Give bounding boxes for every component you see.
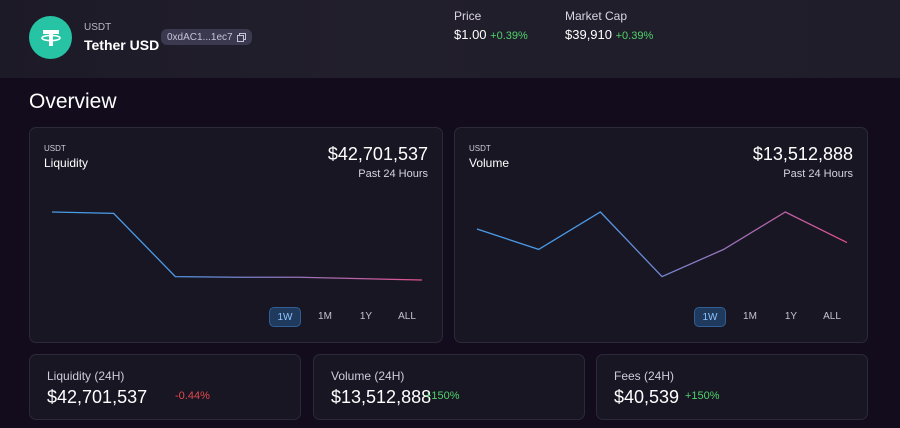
range-1m-button[interactable]: 1M bbox=[318, 310, 332, 322]
range-all-button[interactable]: ALL bbox=[398, 310, 416, 322]
range-1y-button[interactable]: 1Y bbox=[784, 310, 798, 322]
range-1y-button[interactable]: 1Y bbox=[359, 310, 373, 322]
range-selector: 1W 1M 1Y ALL bbox=[687, 307, 849, 327]
market-cap-amount: $39,910 bbox=[565, 27, 612, 42]
price-change: +0.39% bbox=[490, 30, 528, 42]
card-title: Volume bbox=[469, 156, 510, 170]
summary-change: -0.44% bbox=[175, 390, 210, 402]
token-address: 0xdAC1...1ec7 bbox=[167, 31, 233, 43]
range-1m-button[interactable]: 1M bbox=[743, 310, 757, 322]
liquidity-summary-card: Liquidity (24H) $42,701,537 -0.44% bbox=[29, 354, 301, 420]
volume-summary-card: Volume (24H) $13,512,888 +150% bbox=[313, 354, 585, 420]
chart-series-line bbox=[476, 211, 848, 278]
volume-chart bbox=[476, 211, 848, 278]
summary-label: Volume (24H) bbox=[331, 369, 405, 383]
card-period: Past 24 Hours bbox=[783, 168, 853, 180]
liquidity-card: USDT Liquidity $42,701,537 Past 24 Hours… bbox=[29, 127, 443, 343]
range-selector: 1W 1M 1Y ALL bbox=[262, 307, 424, 327]
summary-value: $42,701,537 bbox=[47, 387, 148, 407]
tether-logo-icon bbox=[29, 16, 72, 59]
card-title: Liquidity bbox=[44, 156, 89, 170]
token-header: USDT Tether USD 0xdAC1...1ec7 Price $1.0… bbox=[0, 0, 900, 78]
card-symbol: USDT bbox=[44, 144, 66, 153]
token-symbol: USDT bbox=[84, 22, 112, 33]
price-value: $1.00 +0.39% bbox=[454, 27, 528, 42]
token-name: Tether USD bbox=[84, 37, 160, 53]
price-amount: $1.00 bbox=[454, 27, 487, 42]
overview-title: Overview bbox=[29, 90, 117, 113]
summary-value: $13,512,888 bbox=[331, 387, 432, 407]
volume-card: USDT Volume $13,512,888 Past 24 Hours 1W… bbox=[454, 127, 868, 343]
summary-label: Liquidity (24H) bbox=[47, 369, 125, 383]
summary-label: Fees (24H) bbox=[614, 369, 675, 383]
liquidity-chart bbox=[51, 211, 423, 281]
summary-change: +150% bbox=[425, 390, 460, 402]
range-1w-button[interactable]: 1W bbox=[694, 307, 726, 327]
card-period: Past 24 Hours bbox=[358, 168, 428, 180]
fees-summary-card: Fees (24H) $40,539 +150% bbox=[596, 354, 868, 420]
chart-series-line bbox=[51, 211, 423, 281]
card-symbol: USDT bbox=[469, 144, 491, 153]
copy-icon bbox=[236, 32, 246, 42]
market-cap-label: Market Cap bbox=[565, 9, 628, 23]
range-1w-button[interactable]: 1W bbox=[269, 307, 301, 327]
summary-change: +150% bbox=[685, 390, 720, 402]
summary-value: $40,539 bbox=[614, 387, 680, 407]
range-all-button[interactable]: ALL bbox=[823, 310, 841, 322]
price-label: Price bbox=[454, 9, 482, 23]
market-cap-change: +0.39% bbox=[615, 30, 654, 42]
card-value: $13,512,888 bbox=[752, 144, 853, 164]
address-copy-button[interactable]: 0xdAC1...1ec7 bbox=[161, 29, 252, 45]
card-value: $42,701,537 bbox=[327, 144, 428, 164]
market-cap-value: $39,910 +0.39% bbox=[565, 27, 653, 42]
